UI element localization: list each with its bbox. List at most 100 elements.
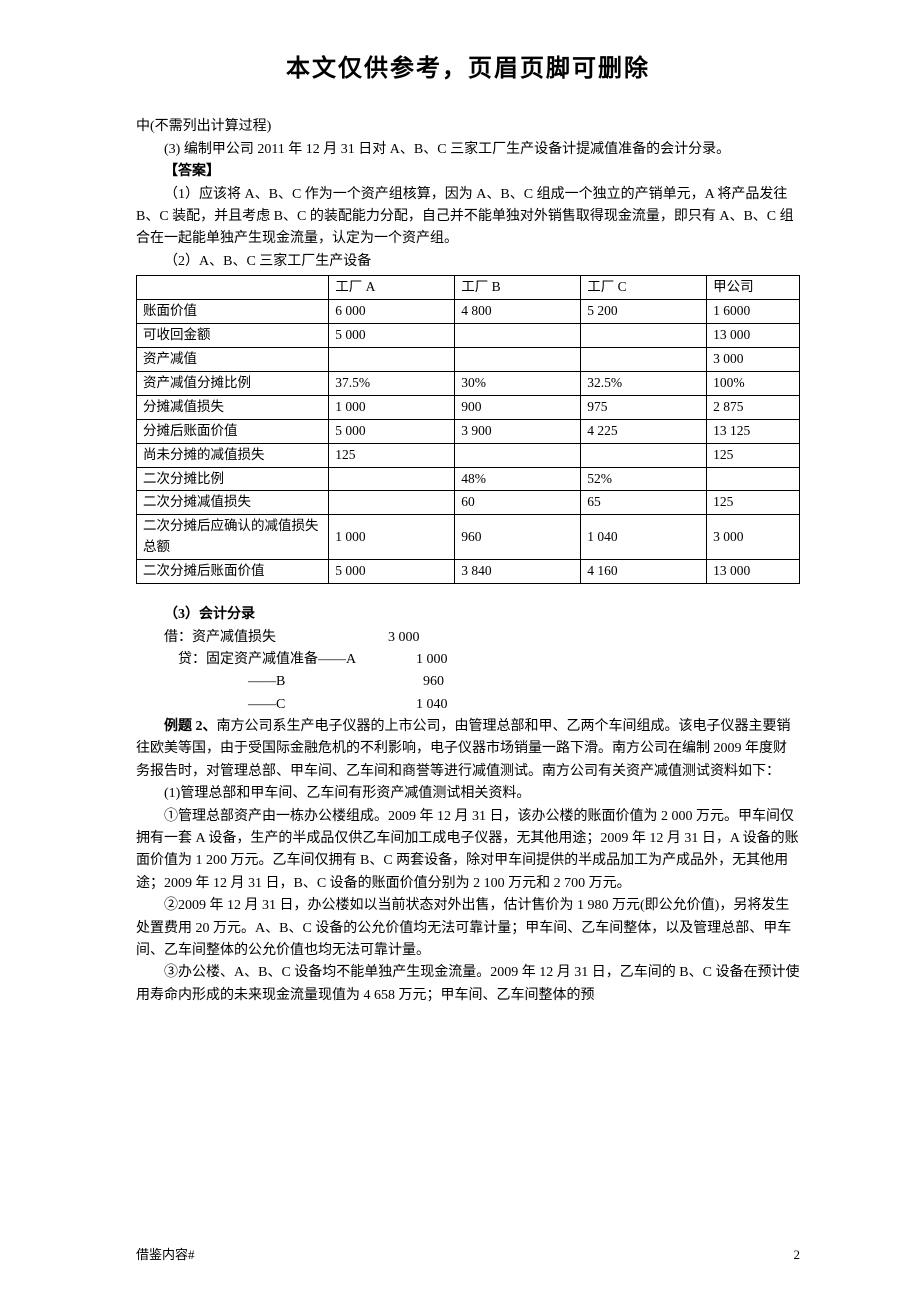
table-cell xyxy=(707,467,800,491)
table-cell xyxy=(581,347,707,371)
table-cell: 二次分摊后应确认的减值损失总额 xyxy=(137,515,329,560)
table-cell: 125 xyxy=(329,443,455,467)
table-cell xyxy=(581,323,707,347)
table-row: 二次分摊减值损失 6065125 xyxy=(137,491,800,515)
table-cell: 5 200 xyxy=(581,300,707,324)
table-cell: 二次分摊减值损失 xyxy=(137,491,329,515)
table-cell: 5 000 xyxy=(329,560,455,584)
entry-left: 贷：固定资产减值准备——A xyxy=(164,649,416,671)
table-cell: 资产减值 xyxy=(137,347,329,371)
table-cell: 分摊减值损失 xyxy=(137,395,329,419)
para-a1: （1）应该将 A、B、C 作为一个资产组核算，因为 A、B、C 组成一个独立的产… xyxy=(136,184,800,251)
entry-right: 1 000 xyxy=(416,649,448,671)
entry-left: ——C xyxy=(164,694,416,716)
table-cell: 5 000 xyxy=(329,419,455,443)
table-cell: 1 6000 xyxy=(707,300,800,324)
table-row: 账面价值6 0004 8005 2001 6000 xyxy=(137,300,800,324)
table-cell: 3 840 xyxy=(455,560,581,584)
entry-left: 借：资产减值损失 xyxy=(164,627,388,649)
entry-left: ——B xyxy=(164,671,416,693)
answer-label: 【答案】 xyxy=(136,161,800,183)
table-cell xyxy=(137,276,329,300)
para-6: ①管理总部资产由一栋办公楼组成。2009 年 12 月 31 日，该办公楼的账面… xyxy=(136,806,800,896)
entry-right: 960 xyxy=(416,671,444,693)
entry-line: 借：资产减值损失 3 000 xyxy=(164,627,800,649)
page-footer: 借鉴内容# 2 xyxy=(136,1245,800,1266)
table-row: 资产减值分摊比例37.5%30%32.5%100% xyxy=(137,371,800,395)
table-cell: 账面价值 xyxy=(137,300,329,324)
table-cell: 60 xyxy=(455,491,581,515)
table-cell: 52% xyxy=(581,467,707,491)
spacer xyxy=(136,590,800,604)
table-cell: 二次分摊比例 xyxy=(137,467,329,491)
table-row: 可收回金额5 000 13 000 xyxy=(137,323,800,347)
table-row: 分摊减值损失1 0009009752 875 xyxy=(137,395,800,419)
table-cell: 5 000 xyxy=(329,323,455,347)
table-row: 资产减值 3 000 xyxy=(137,347,800,371)
footer-page-number: 2 xyxy=(794,1245,801,1266)
para-7: ②2009 年 12 月 31 日，办公楼如以当前状态对外出售，估计售价为 1 … xyxy=(136,895,800,962)
table-cell: 工厂 A xyxy=(329,276,455,300)
table-row: 二次分摊比例 48%52% xyxy=(137,467,800,491)
table-cell xyxy=(455,443,581,467)
para-5: (1)管理总部和甲车间、乙车间有形资产减值测试相关资料。 xyxy=(136,783,800,805)
journal-entry: 借：资产减值损失 3 000 贷：固定资产减值准备——A 1 000 ——B 9… xyxy=(164,627,800,717)
table-cell: 4 225 xyxy=(581,419,707,443)
para-cont: 中(不需列出计算过程) xyxy=(136,116,800,138)
table-cell: 13 125 xyxy=(707,419,800,443)
table-cell xyxy=(329,491,455,515)
table-cell: 1 040 xyxy=(581,515,707,560)
table-cell: 3 000 xyxy=(707,515,800,560)
page-header: 本文仅供参考，页眉页脚可删除 xyxy=(136,50,800,88)
table-cell: 13 000 xyxy=(707,323,800,347)
table-cell: 尚未分摊的减值损失 xyxy=(137,443,329,467)
header-title: 本文仅供参考，页眉页脚可删除 xyxy=(286,56,650,82)
table-cell xyxy=(329,347,455,371)
table-cell: 48% xyxy=(455,467,581,491)
table-cell: 975 xyxy=(581,395,707,419)
table-cell: 125 xyxy=(707,491,800,515)
footer-left: 借鉴内容# xyxy=(136,1245,195,1266)
table-cell xyxy=(455,347,581,371)
entry-line: ——B 960 xyxy=(164,671,800,693)
table-cell: 二次分摊后账面价值 xyxy=(137,560,329,584)
table-cell: 3 900 xyxy=(455,419,581,443)
table-cell: 2 875 xyxy=(707,395,800,419)
table-cell: 32.5% xyxy=(581,371,707,395)
table-cell xyxy=(329,467,455,491)
answer-label-text: 【答案】 xyxy=(164,164,220,179)
table-cell: 4 800 xyxy=(455,300,581,324)
table-row: 二次分摊后应确认的减值损失总额1 0009601 0403 000 xyxy=(137,515,800,560)
sec3-title-text: （3）会计分录 xyxy=(164,607,255,622)
table-cell: 65 xyxy=(581,491,707,515)
para-q3: (3) 编制甲公司 2011 年 12 月 31 日对 A、B、C 三家工厂生产… xyxy=(136,139,800,161)
table-cell: 1 000 xyxy=(329,395,455,419)
entry-line: 贷：固定资产减值准备——A 1 000 xyxy=(164,649,800,671)
table-cell: 甲公司 xyxy=(707,276,800,300)
table-cell: 37.5% xyxy=(329,371,455,395)
table-cell: 工厂 B xyxy=(455,276,581,300)
impairment-table: 工厂 A 工厂 B 工厂 C 甲公司 账面价值6 0004 8005 2001 … xyxy=(136,275,800,584)
table-cell: 100% xyxy=(707,371,800,395)
table-cell: 1 000 xyxy=(329,515,455,560)
example-2: 例题 2、南方公司系生产电子仪器的上市公司，由管理总部和甲、乙两个车间组成。该电… xyxy=(136,716,800,783)
entry-right: 1 040 xyxy=(416,694,448,716)
table-cell: 125 xyxy=(707,443,800,467)
entry-line: ——C 1 040 xyxy=(164,694,800,716)
page: 本文仅供参考，页眉页脚可删除 中(不需列出计算过程) (3) 编制甲公司 201… xyxy=(0,0,920,1302)
table-cell: 6 000 xyxy=(329,300,455,324)
table-cell: 分摊后账面价值 xyxy=(137,419,329,443)
example-2-text: 南方公司系生产电子仪器的上市公司，由管理总部和甲、乙两个车间组成。该电子仪器主要… xyxy=(136,719,791,779)
table-cell: 13 000 xyxy=(707,560,800,584)
table-cell: 3 000 xyxy=(707,347,800,371)
para-8: ③办公楼、A、B、C 设备均不能单独产生现金流量。2009 年 12 月 31 … xyxy=(136,962,800,1007)
table-header-row: 工厂 A 工厂 B 工厂 C 甲公司 xyxy=(137,276,800,300)
table-row: 二次分摊后账面价值5 0003 8404 16013 000 xyxy=(137,560,800,584)
example-2-label: 例题 2、 xyxy=(164,719,217,734)
table-cell: 可收回金额 xyxy=(137,323,329,347)
entry-right: 3 000 xyxy=(388,627,420,649)
table-row: 分摊后账面价值5 0003 9004 22513 125 xyxy=(137,419,800,443)
table-cell xyxy=(455,323,581,347)
table-cell: 资产减值分摊比例 xyxy=(137,371,329,395)
table-row: 尚未分摊的减值损失125125 xyxy=(137,443,800,467)
